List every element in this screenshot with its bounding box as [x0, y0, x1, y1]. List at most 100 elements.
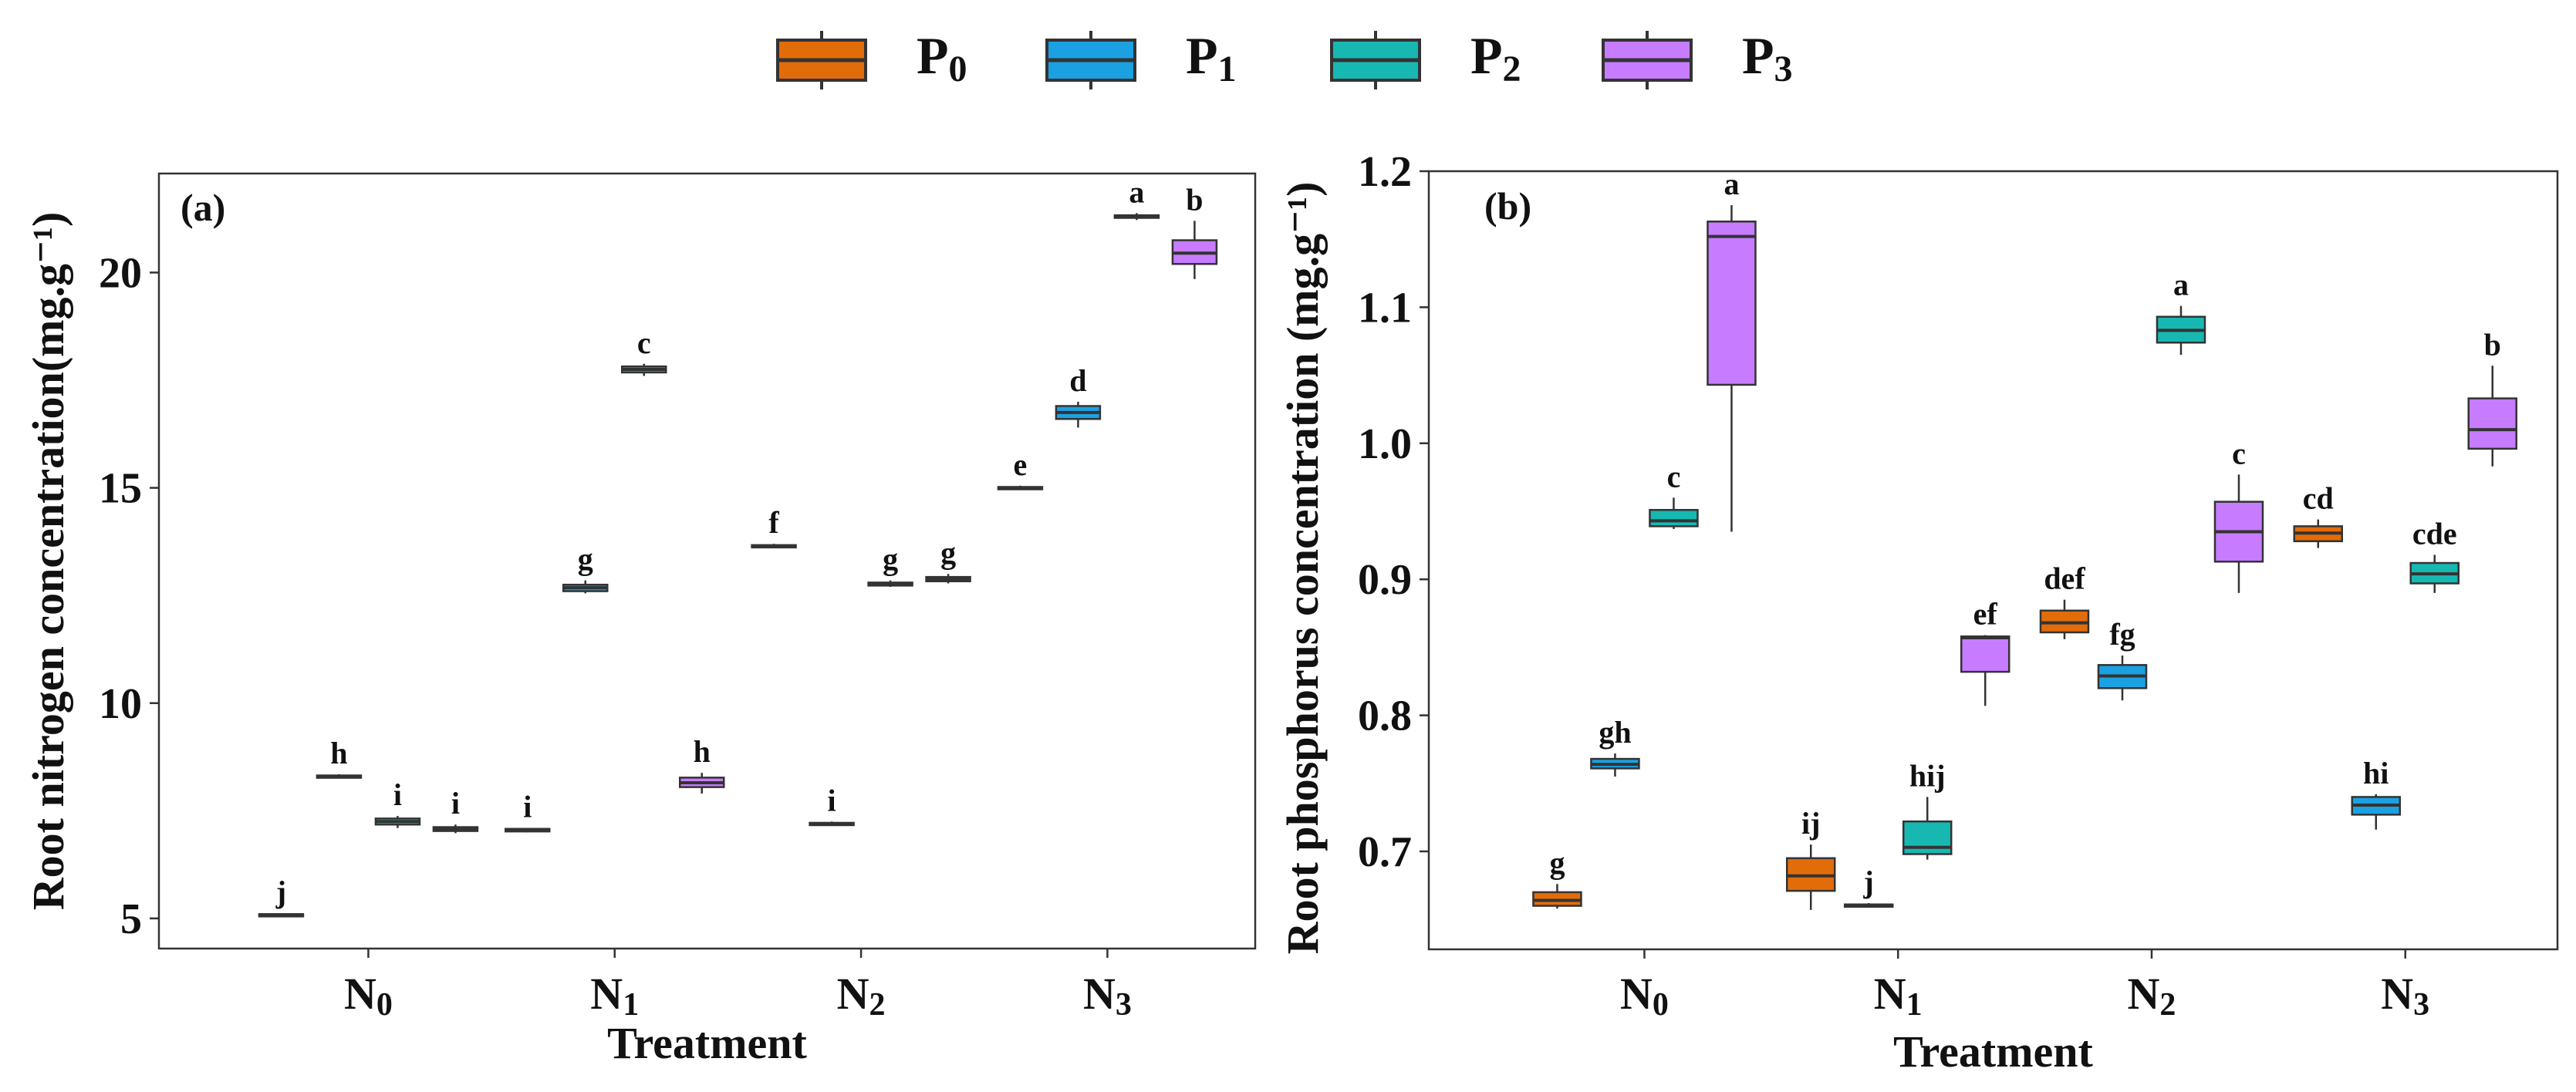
- y-axis-title: Root nitrogen concentration(mg.g⁻¹): [23, 212, 73, 911]
- box-p2-n1: c: [621, 325, 667, 376]
- box-p3-n3: b: [1171, 182, 1218, 279]
- significance-label: f: [768, 505, 779, 540]
- x-tick-label: N1: [590, 969, 639, 1023]
- box-p0-n3: e: [997, 447, 1044, 490]
- significance-label: hij: [1909, 758, 1946, 793]
- x-tick-label: N2: [2128, 969, 2176, 1023]
- significance-label: a: [1129, 174, 1144, 209]
- box-p1-n2: fg: [2097, 617, 2148, 701]
- significance-label: i: [393, 777, 402, 812]
- box-p3-n1: h: [679, 734, 725, 794]
- box-p2-n2: a: [2156, 268, 2206, 356]
- significance-label: j: [1863, 865, 1874, 899]
- legend-label: P3: [1742, 26, 1793, 89]
- significance-label: g: [578, 542, 593, 577]
- significance-label: g: [883, 542, 898, 577]
- y-axis-title: Root phosphorus concentration (mg.g⁻¹): [1278, 182, 1328, 955]
- box-p2-n2: g: [867, 542, 913, 587]
- x-axis-title: Treatment: [1893, 1026, 2093, 1077]
- y-tick-label: 0.8: [1358, 693, 1412, 740]
- x-tick-label: N0: [344, 969, 393, 1023]
- legend-item-p1: P1: [1045, 26, 1237, 89]
- significance-label: g: [1549, 845, 1565, 880]
- significance-label: g: [940, 535, 956, 570]
- box-body: [1902, 820, 1953, 855]
- box-p1-n3: d: [1055, 363, 1102, 428]
- significance-label: c: [1667, 459, 1681, 494]
- significance-label: i: [828, 783, 836, 817]
- significance-label: a: [2173, 268, 2189, 302]
- x-tick-label: N1: [1874, 969, 1923, 1023]
- significance-label: gh: [1599, 715, 1631, 750]
- significance-label: i: [451, 786, 460, 821]
- box-p3-n0: a: [1707, 167, 1757, 532]
- box-p0-n3: cd: [2293, 481, 2343, 548]
- significance-label: e: [1014, 447, 1028, 482]
- significance-label: ef: [1973, 597, 1998, 632]
- significance-label: i: [523, 790, 532, 824]
- box-p3-n3: b: [2467, 327, 2517, 467]
- legend-item-p0: P0: [776, 26, 967, 89]
- significance-label: c: [637, 325, 651, 360]
- significance-label: h: [694, 734, 711, 769]
- legend-item-p2: P2: [1330, 26, 1521, 89]
- y-tick-label: 1.1: [1358, 284, 1412, 332]
- x-tick-label: N3: [1083, 969, 1132, 1023]
- box-body: [1649, 508, 1699, 527]
- box-p1-n0: h: [316, 736, 363, 779]
- y-tick-label: 0.7: [1358, 828, 1412, 876]
- significance-label: a: [1724, 167, 1739, 201]
- legend-label: P1: [1186, 26, 1237, 89]
- significance-label: j: [275, 875, 286, 909]
- box-body: [2467, 397, 2517, 450]
- box-p2-n0: c: [1649, 459, 1699, 529]
- box-p3-n2: g: [925, 535, 971, 584]
- significance-label: d: [1069, 363, 1086, 398]
- box-p3-n2: c: [2213, 436, 2264, 593]
- legend-label: P2: [1470, 26, 1521, 89]
- x-tick-label: N3: [2381, 969, 2429, 1023]
- y-tick-label: 20: [99, 249, 142, 297]
- y-tick-label: 10: [99, 680, 142, 728]
- significance-label: def: [2044, 561, 2085, 596]
- y-tick-label: 1.0: [1358, 420, 1412, 468]
- box-p2-n1: hij: [1902, 758, 1953, 860]
- y-tick-label: 5: [120, 895, 142, 943]
- significance-label: b: [2484, 327, 2501, 362]
- significance-label: b: [1186, 182, 1203, 217]
- legend-item-p3: P3: [1602, 26, 1793, 89]
- plot-frame: [1427, 170, 2559, 951]
- box-p1-n1: j: [1843, 865, 1894, 908]
- significance-label: cde: [2412, 516, 2457, 551]
- box-p0-n1: i: [505, 790, 551, 833]
- box-p1-n0: gh: [1590, 715, 1640, 777]
- significance-label: h: [330, 736, 347, 770]
- x-axis-title: Treatment: [607, 1018, 807, 1068]
- box-body: [1960, 635, 2010, 673]
- significance-label: fg: [2109, 617, 2135, 652]
- box-p1-n3: hi: [2351, 756, 2401, 830]
- panel-label: (a): [181, 186, 225, 229]
- plot-frame: [157, 172, 1257, 950]
- box-p1-n2: i: [809, 783, 855, 827]
- significance-label: hi: [2363, 756, 2389, 790]
- panel-b-root-phosphorus: 0.7 0.8 0.9 1.0 1.1 1.2 N0 N1 N2 N3 Treatment Root …: [1278, 148, 2559, 1077]
- y-tick-label: 1.2: [1358, 148, 1412, 196]
- panel-label: (b): [1484, 184, 1531, 228]
- significance-label: cd: [2303, 481, 2334, 516]
- legend-label: P0: [917, 26, 967, 89]
- legend: P0 P1 P2 P3: [776, 26, 1793, 89]
- box-p2-n3: cde: [2409, 516, 2460, 593]
- box-p0-n2: def: [2039, 561, 2090, 639]
- box-p0-n0: g: [1532, 845, 1582, 909]
- significance-label: c: [2232, 436, 2246, 470]
- y-tick-label: 0.9: [1358, 556, 1412, 604]
- panel-a-root-nitrogen: 5 10 15 20 N0 N1 N2 N3 Treatment Root nitrogen co…: [23, 172, 1257, 1068]
- box-p2-n3: a: [1113, 174, 1160, 221]
- box-p0-n1: ij: [1785, 806, 1836, 910]
- x-tick-label: N2: [837, 969, 886, 1023]
- y-tick-label: 15: [99, 465, 142, 513]
- box-p3-n1: ef: [1960, 597, 2010, 706]
- significance-label: ij: [1801, 806, 1820, 841]
